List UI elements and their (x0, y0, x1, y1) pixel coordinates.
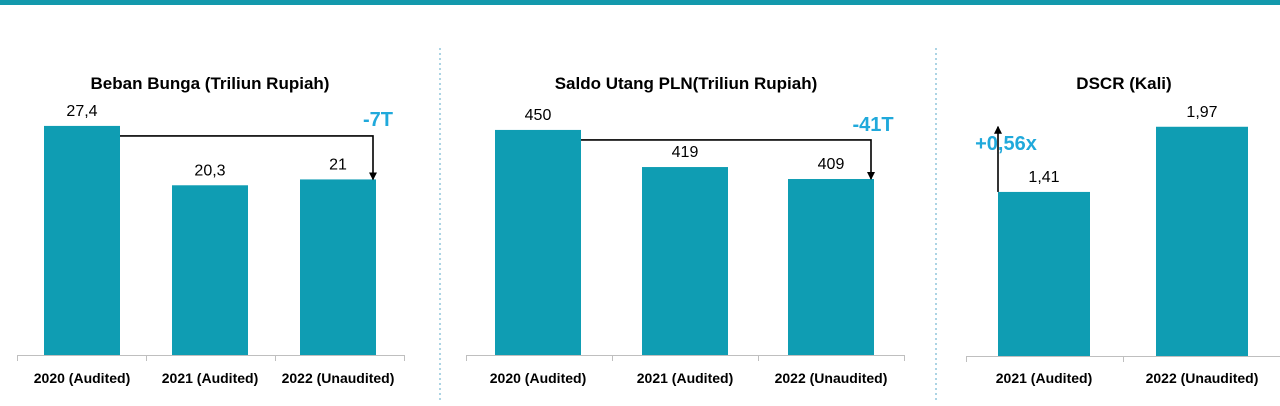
bar (495, 129, 581, 355)
x-tick-label: 2021 (Audited) (637, 370, 733, 386)
chart-title: DSCR (Kali) (1076, 74, 1171, 93)
x-tick-label: 2022 (Unaudited) (282, 370, 395, 386)
chart-panel-1: Beban Bunga (Triliun Rupiah) 27,4 2020 (Au… (17, 74, 405, 386)
data-label: 1,97 (1186, 104, 1217, 121)
bar (642, 167, 728, 355)
data-label: 409 (818, 156, 845, 173)
x-tick-label: 2020 (Audited) (490, 370, 586, 386)
x-tick-label: 2022 (Unaudited) (1146, 370, 1259, 386)
change-annotation: -7T (363, 109, 393, 131)
x-tick-label: 2021 (Audited) (162, 370, 258, 386)
chart-title: Saldo Utang PLN(Triliun Rupiah) (555, 74, 818, 93)
x-tick-label: 2021 (Audited) (996, 370, 1092, 386)
data-label: 1,41 (1028, 169, 1059, 186)
bar (172, 185, 248, 355)
x-tick-label: 2022 (Unaudited) (775, 370, 888, 386)
bar (300, 179, 376, 355)
bar (998, 191, 1090, 356)
top-accent-bar (0, 0, 1280, 5)
data-label: 20,3 (194, 162, 225, 179)
chart-panel-2: Saldo Utang PLN(Triliun Rupiah)450 2020 (… (466, 74, 905, 386)
x-tick-label: 2020 (Audited) (34, 370, 130, 386)
bar (44, 125, 120, 355)
change-annotation: +0,56x (975, 133, 1037, 155)
data-label: 21 (329, 156, 347, 173)
bar (788, 179, 874, 355)
change-arrow (120, 135, 377, 181)
data-label: 450 (525, 107, 552, 124)
bar (1156, 126, 1248, 356)
change-annotation: -41T (852, 114, 893, 136)
data-label: 27,4 (66, 103, 97, 120)
change-arrow (581, 139, 875, 181)
chart-title: Beban Bunga (Triliun Rupiah) (91, 74, 330, 93)
chart-panel-3: DSCR (Kali) 1,41 2021 (Audited) 1,97 2022 (U… (966, 74, 1280, 386)
data-label: 419 (672, 144, 699, 161)
